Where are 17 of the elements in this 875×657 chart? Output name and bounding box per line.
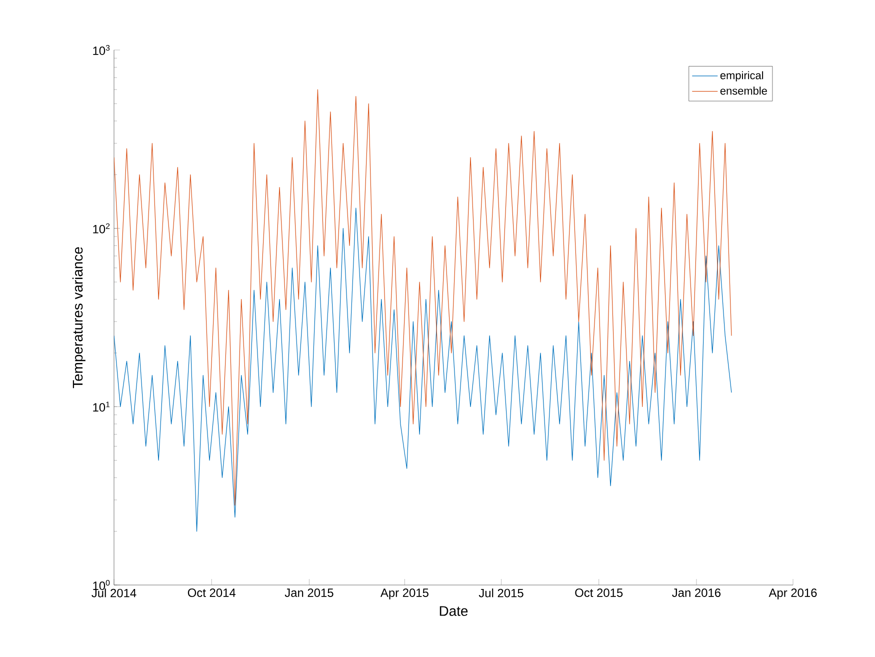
y-tick-label: 10$^{3}$	[93, 44, 110, 55]
legend-label: ensemble	[720, 86, 767, 95]
line-series	[114, 208, 732, 532]
x-tick-label: Apr 2016	[768, 588, 817, 600]
legend-label: empirical	[720, 71, 764, 82]
y-axis-title: Temperatures variance	[72, 247, 86, 388]
x-tick-label: Jan 2015	[284, 588, 334, 597]
x-tick-label: Oct 2014	[188, 588, 236, 597]
x-tick-label: Jul 2014	[92, 588, 136, 598]
x-tick-label: Oct 2015	[575, 588, 623, 597]
x-tick-label: Jul 2015	[478, 588, 524, 598]
x-tick-label: Apr 2015	[380, 588, 428, 600]
x-axis-title: Date	[440, 606, 468, 616]
y-tick-label: 10$^{0}$	[93, 580, 110, 590]
y-tick-label: 10$^{2}$	[93, 223, 110, 234]
y-tick-label: 10$^{1}$	[93, 402, 110, 412]
x-tick-label: Jan 2016	[672, 588, 721, 597]
